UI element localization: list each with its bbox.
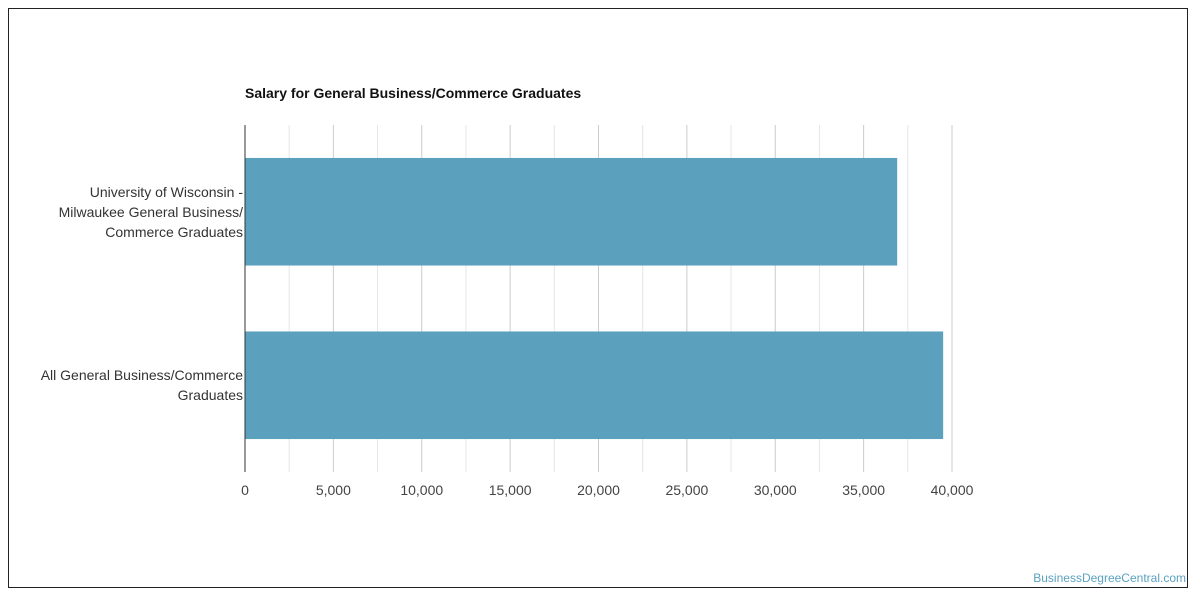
x-tick-label: 20,000 [577, 482, 620, 498]
x-tick-label: 35,000 [842, 482, 885, 498]
chart-frame [8, 8, 1188, 588]
bar [245, 331, 944, 440]
x-tick-label: 15,000 [489, 482, 532, 498]
bar [245, 157, 898, 266]
category-label: All General Business/Commerce Graduates [40, 367, 243, 404]
category-label: University of Wisconsin - Milwaukee Gene… [58, 183, 243, 240]
x-tick-label: 0 [241, 482, 249, 498]
x-tick-label: 10,000 [400, 482, 443, 498]
x-tick-label: 30,000 [754, 482, 797, 498]
x-tick-label: 40,000 [931, 482, 974, 498]
x-tick-label: 25,000 [665, 482, 708, 498]
x-tick-label: 5,000 [316, 482, 351, 498]
chart-title: Salary for General Business/Commerce Gra… [245, 85, 582, 101]
watermark: BusinessDegreeCentral.com [1033, 571, 1186, 585]
